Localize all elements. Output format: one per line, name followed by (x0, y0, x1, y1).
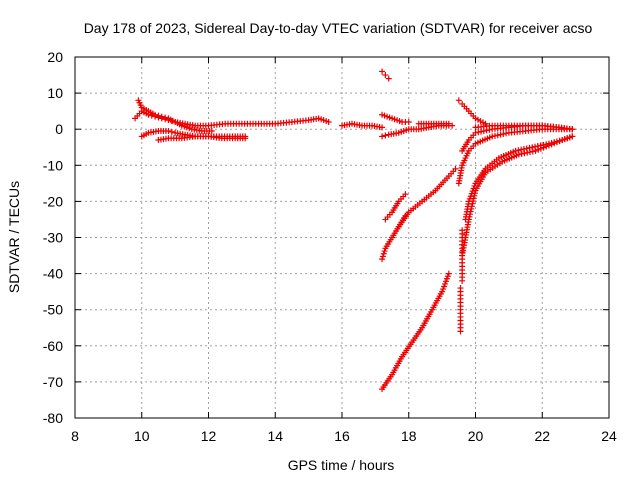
series-arc-l (395, 165, 459, 230)
x-tick-label: 20 (468, 428, 484, 444)
data-point (455, 97, 462, 104)
y-tick-label: -30 (43, 230, 63, 246)
y-tick-label: -60 (43, 338, 63, 354)
data-point (325, 118, 332, 125)
x-tick-label: 22 (534, 428, 550, 444)
data-point (526, 144, 533, 151)
x-tick-label: 8 (71, 428, 79, 444)
data-point (556, 137, 563, 144)
series-arc-g (379, 111, 412, 125)
data-point (472, 129, 479, 136)
series-arc-m (379, 270, 452, 393)
x-tick-label: 14 (267, 428, 283, 444)
data-point (457, 328, 464, 335)
data-point (529, 144, 536, 151)
series-arc-h (415, 120, 452, 127)
data-point (152, 111, 159, 118)
series-arc-e (339, 120, 386, 131)
data-point (534, 143, 541, 150)
data-point (449, 122, 456, 129)
y-tick-label: -20 (43, 193, 63, 209)
data-point (475, 129, 482, 136)
data-point (569, 126, 576, 133)
series-arc-a (132, 108, 332, 129)
x-axis-label: GPS time / hours (288, 457, 395, 473)
data-point (382, 132, 389, 139)
chart-title: Day 178 of 2023, Sidereal Day-to-day VTE… (84, 20, 593, 36)
data-point (382, 72, 389, 79)
y-tick-label: 20 (47, 49, 63, 65)
x-tick-label: 10 (134, 428, 150, 444)
data-point (569, 133, 576, 140)
data-point (523, 145, 530, 152)
data-point (551, 139, 558, 146)
data-point (379, 68, 386, 75)
data-point (518, 146, 525, 153)
series-arc-k (382, 191, 409, 223)
series-arc-u (459, 227, 466, 284)
data-point (497, 131, 504, 138)
data-point (459, 277, 466, 284)
x-tick-label: 12 (201, 428, 217, 444)
grid (75, 57, 609, 418)
series-arc-r (462, 133, 576, 223)
series-arc-t (457, 285, 464, 335)
data-point (489, 133, 496, 140)
data-point (520, 146, 527, 153)
data-point (494, 132, 501, 139)
series-arc-i (379, 68, 392, 82)
data-point (379, 256, 386, 263)
data-point (543, 141, 550, 148)
data-point (405, 118, 412, 125)
data-point (445, 120, 452, 127)
data-point (553, 138, 560, 145)
y-tick-label: 0 (55, 121, 63, 137)
data-point (242, 135, 249, 142)
data-point (545, 140, 552, 147)
data-point (537, 142, 544, 149)
data-point (512, 147, 519, 154)
data-point (548, 139, 555, 146)
y-tick-label: -80 (43, 410, 63, 426)
data-point (155, 112, 162, 119)
data-point (379, 133, 386, 140)
data-point (379, 253, 386, 260)
y-tick-label: -50 (43, 302, 63, 318)
x-tick-label: 24 (601, 428, 617, 444)
data-point (500, 131, 507, 138)
data-point (532, 143, 539, 150)
data-point (162, 114, 169, 121)
series-arc-n (455, 97, 489, 127)
data-point (402, 191, 409, 198)
y-tick-label: 10 (47, 85, 63, 101)
x-tick-label: 18 (401, 428, 417, 444)
series-arc-d (155, 133, 249, 144)
y-tick-label: -70 (43, 374, 63, 390)
data-point (379, 124, 386, 131)
data-point (165, 128, 172, 135)
x-tick-label: 16 (334, 428, 350, 444)
series-arc-s (472, 122, 576, 133)
axis-ticks: 8 10 12 14 16 18 20 22 24 -80 -70 -60 -50 -40 -30 -20 -1… (43, 49, 617, 444)
data-point (381, 248, 388, 255)
y-tick-label: -40 (43, 266, 63, 282)
data-point (168, 128, 175, 135)
data-point (452, 165, 459, 172)
data-point (491, 132, 498, 139)
data-point (380, 250, 387, 257)
data-point (515, 147, 522, 154)
data-point (208, 128, 215, 135)
data-point (540, 141, 547, 148)
series-arc-q (459, 133, 576, 259)
y-tick-label: -10 (43, 157, 63, 173)
series-arc-b (135, 97, 215, 135)
data-point (445, 270, 452, 277)
data-point (158, 113, 165, 120)
data-point (503, 130, 510, 137)
y-axis-label: SDTVAR / TECUs (6, 181, 22, 293)
data-point (385, 75, 392, 82)
data-marks (132, 68, 576, 393)
